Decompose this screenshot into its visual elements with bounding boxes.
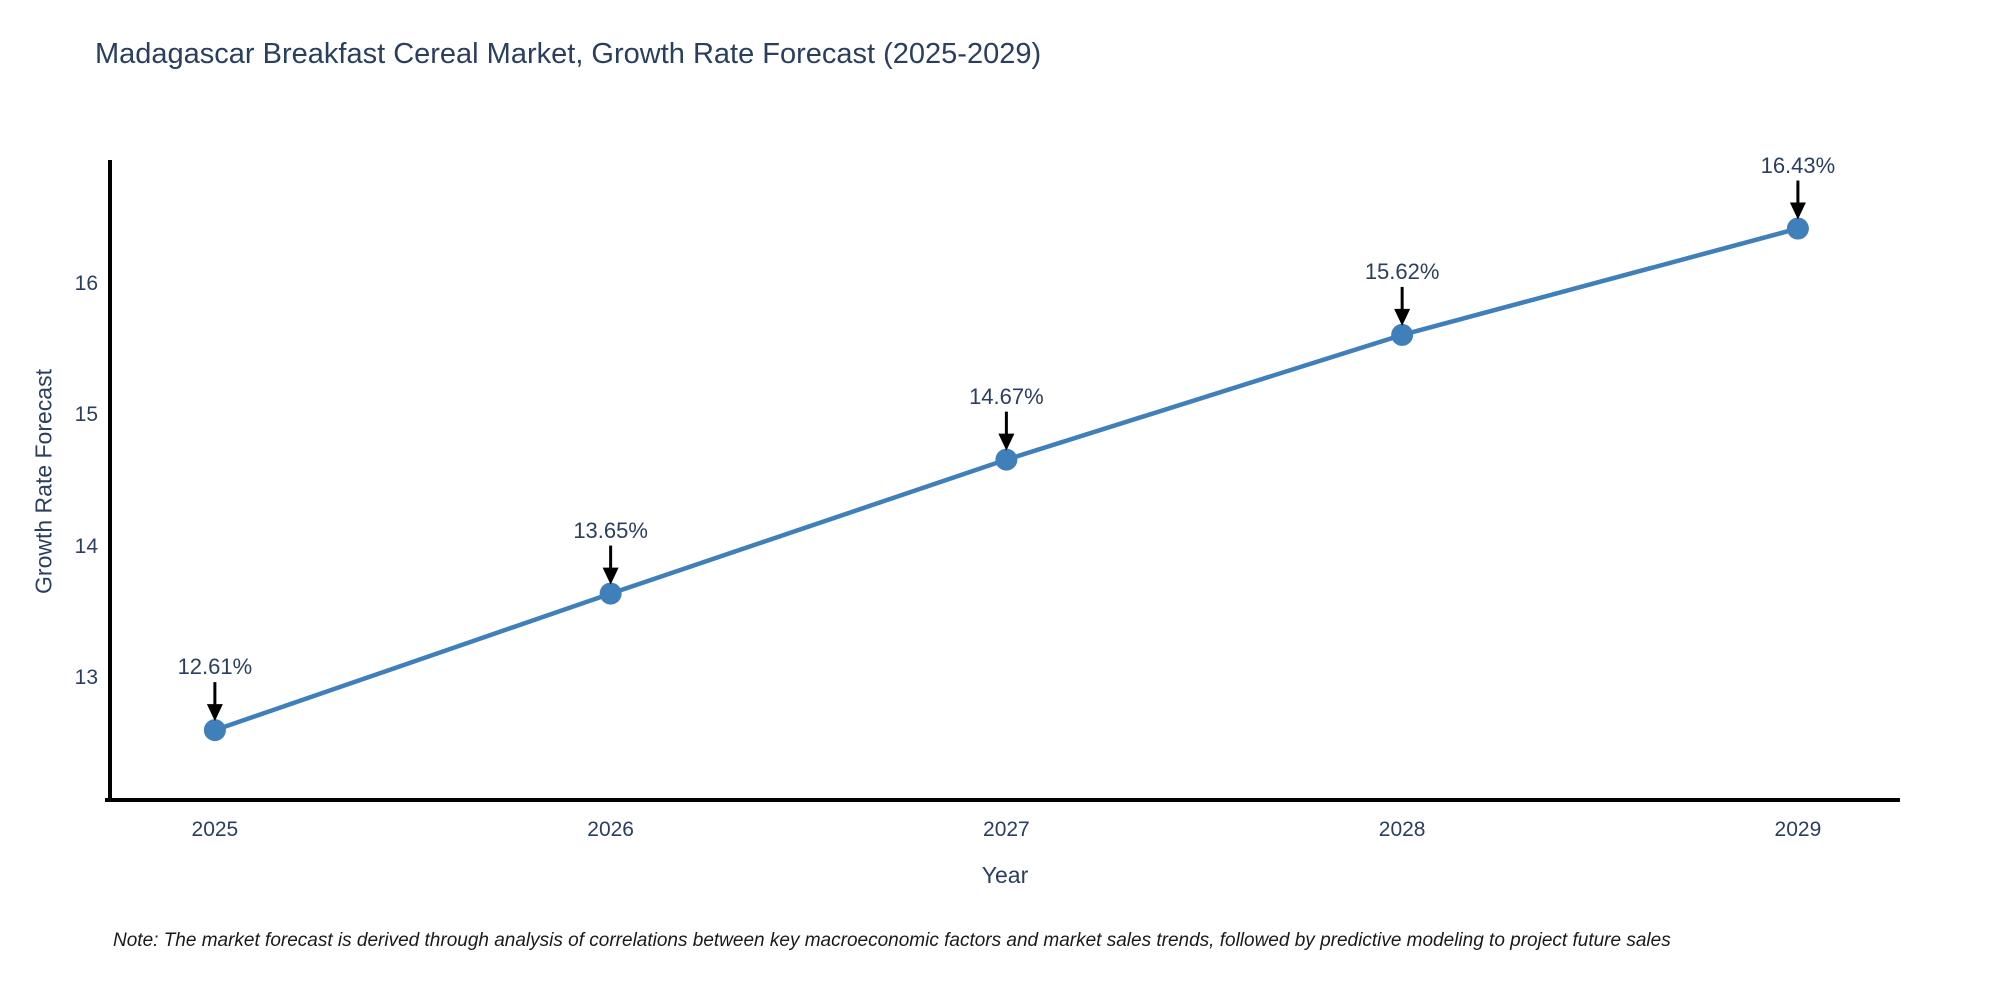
x-tick-label: 2025 <box>191 818 239 841</box>
x-tick-label: 2029 <box>1774 818 1822 841</box>
x-tick-label: 2027 <box>983 818 1030 841</box>
point-annotation-label: 13.65% <box>573 517 648 543</box>
footnote: Note: The market forecast is derived thr… <box>113 930 1671 951</box>
point-annotation-label: 14.67% <box>969 383 1044 409</box>
x-axis-title: Year <box>981 862 1029 888</box>
series-line <box>212 226 1801 733</box>
annotation-arrow-head <box>1789 202 1806 220</box>
chart-title: Madagascar Breakfast Cereal Market, Grow… <box>95 38 1042 70</box>
annotation-arrow-head <box>1394 308 1411 326</box>
annotation-arrow-head <box>206 704 223 722</box>
y-tick-label: 15 <box>74 403 98 427</box>
point-annotation-label: 12.61% <box>177 654 253 680</box>
x-tick-label: 2028 <box>1378 818 1426 841</box>
y-tick-label: 14 <box>74 534 98 558</box>
annotation-arrow-head <box>602 567 619 585</box>
data-point-marker <box>1391 323 1414 346</box>
point-annotation-label: 16.43% <box>1760 152 1836 178</box>
data-point-marker <box>599 582 622 605</box>
data-point-marker <box>1786 217 1809 240</box>
data-point-marker <box>203 719 226 742</box>
x-tick-label: 2026 <box>587 818 634 841</box>
point-annotation-label: 15.62% <box>1364 258 1440 284</box>
y-tick-label: 13 <box>74 665 98 689</box>
data-point-marker <box>995 448 1018 471</box>
y-tick-label: 16 <box>74 272 98 295</box>
y-axis-title: Growth Rate Forecast <box>30 369 57 594</box>
annotation-arrow-head <box>998 433 1015 451</box>
